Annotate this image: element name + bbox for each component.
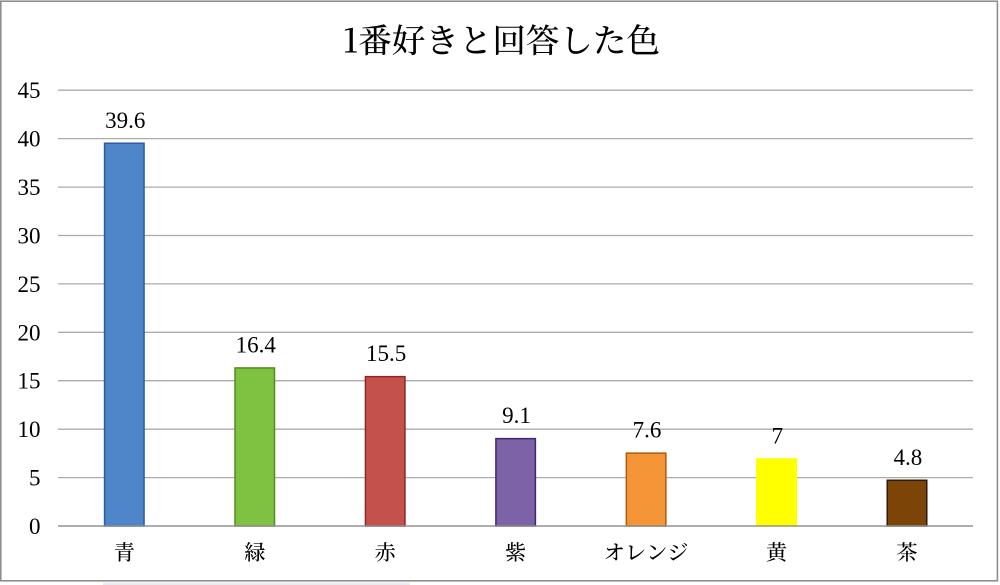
svg-text:39.6: 39.6 bbox=[105, 108, 145, 133]
svg-text:15.5: 15.5 bbox=[366, 341, 406, 366]
svg-text:4.8: 4.8 bbox=[894, 445, 923, 470]
svg-text:10: 10 bbox=[18, 417, 41, 442]
svg-text:40: 40 bbox=[18, 127, 41, 152]
svg-text:35: 35 bbox=[18, 175, 41, 200]
svg-text:9.1: 9.1 bbox=[502, 403, 531, 428]
svg-text:5: 5 bbox=[29, 466, 41, 491]
svg-text:16.4: 16.4 bbox=[236, 333, 277, 358]
svg-text:20: 20 bbox=[18, 320, 41, 345]
svg-text:7.6: 7.6 bbox=[633, 418, 662, 443]
svg-text:0: 0 bbox=[29, 514, 41, 539]
svg-text:45: 45 bbox=[18, 78, 41, 103]
svg-text:7: 7 bbox=[772, 424, 784, 449]
svg-text:30: 30 bbox=[18, 224, 41, 249]
svg-text:15: 15 bbox=[18, 369, 41, 394]
svg-text:25: 25 bbox=[18, 272, 41, 297]
